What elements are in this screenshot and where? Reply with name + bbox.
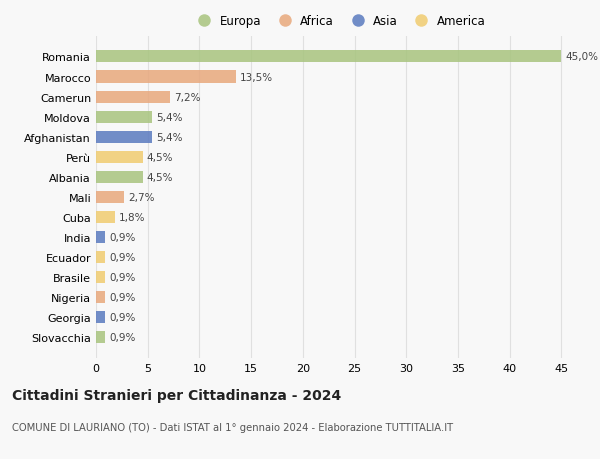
Text: 0,9%: 0,9% xyxy=(109,232,136,242)
Text: 4,5%: 4,5% xyxy=(146,152,173,162)
Bar xyxy=(96,271,106,283)
Text: 0,9%: 0,9% xyxy=(109,292,136,302)
Bar xyxy=(96,71,236,84)
Text: 0,9%: 0,9% xyxy=(109,272,136,282)
Text: 5,4%: 5,4% xyxy=(156,112,182,123)
Text: COMUNE DI LAURIANO (TO) - Dati ISTAT al 1° gennaio 2024 - Elaborazione TUTTITALI: COMUNE DI LAURIANO (TO) - Dati ISTAT al … xyxy=(12,422,453,432)
Text: 7,2%: 7,2% xyxy=(175,92,201,102)
Text: 0,9%: 0,9% xyxy=(109,332,136,342)
Bar xyxy=(96,291,106,303)
Bar xyxy=(96,151,143,163)
Text: 45,0%: 45,0% xyxy=(565,52,598,62)
Text: 2,7%: 2,7% xyxy=(128,192,155,202)
Text: 13,5%: 13,5% xyxy=(240,73,273,82)
Bar xyxy=(96,231,106,243)
Text: 0,9%: 0,9% xyxy=(109,313,136,322)
Bar xyxy=(96,252,106,263)
Bar xyxy=(96,331,106,343)
Bar xyxy=(96,212,115,224)
Bar xyxy=(96,191,124,203)
Bar xyxy=(96,112,152,123)
Legend: Europa, Africa, Asia, America: Europa, Africa, Asia, America xyxy=(188,11,490,33)
Text: 5,4%: 5,4% xyxy=(156,132,182,142)
Text: 0,9%: 0,9% xyxy=(109,252,136,263)
Text: Cittadini Stranieri per Cittadinanza - 2024: Cittadini Stranieri per Cittadinanza - 2… xyxy=(12,388,341,402)
Bar xyxy=(96,171,143,183)
Bar xyxy=(96,311,106,324)
Bar xyxy=(96,51,562,63)
Text: 4,5%: 4,5% xyxy=(146,173,173,182)
Bar xyxy=(96,91,170,103)
Text: 1,8%: 1,8% xyxy=(119,213,145,222)
Bar xyxy=(96,131,152,143)
